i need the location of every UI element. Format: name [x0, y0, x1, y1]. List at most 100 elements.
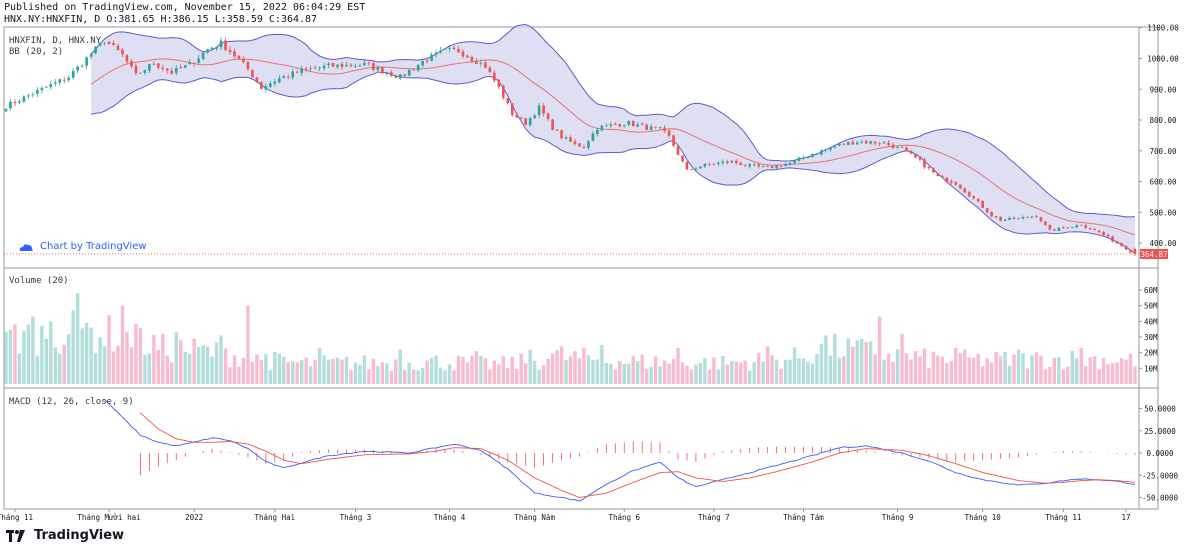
- candle-body: [89, 54, 93, 57]
- candle-body: [793, 160, 796, 164]
- candle-body: [466, 55, 469, 58]
- volume-bar: [900, 333, 904, 384]
- volume-bar: [600, 344, 604, 384]
- candle-body: [864, 141, 868, 144]
- candle-body: [246, 61, 250, 70]
- volume-bar: [93, 353, 98, 384]
- volume-bar: [976, 353, 980, 384]
- volume-bar: [308, 366, 313, 384]
- volume-bar: [582, 348, 586, 384]
- volume-bar: [972, 357, 976, 384]
- volume-bar: [712, 357, 716, 384]
- chart-by-tradingview-link[interactable]: Chart by TradingView: [18, 241, 147, 252]
- volume-bar: [470, 355, 474, 384]
- candle-body: [681, 155, 684, 162]
- candle-body: [62, 79, 66, 81]
- volume-bar: [183, 352, 187, 384]
- candle-body: [788, 162, 792, 165]
- volume-bar: [662, 360, 667, 384]
- candle-body: [295, 71, 299, 73]
- volume-bar: [985, 358, 989, 384]
- candle-body: [703, 163, 707, 167]
- volume-bar: [931, 351, 936, 384]
- volume-bar: [980, 366, 985, 384]
- volume-bar: [438, 367, 443, 384]
- volume-bar: [129, 347, 134, 384]
- volume-bar: [873, 354, 877, 384]
- macd-tick-label: -25.0000: [1142, 471, 1179, 480]
- volume-bar: [134, 323, 138, 384]
- candle-body: [98, 42, 102, 46]
- candle-body: [734, 160, 738, 164]
- volume-bar: [748, 370, 752, 384]
- bollinger-band-fill: [91, 24, 1135, 254]
- volume-bar: [828, 355, 833, 384]
- candle-body: [501, 85, 505, 98]
- price-tick-label: 400.00: [1149, 239, 1177, 248]
- volume-bar: [730, 360, 734, 384]
- volume-bar: [58, 353, 62, 384]
- candle-body: [49, 84, 53, 88]
- candle-body: [125, 55, 129, 62]
- volume-bar: [636, 361, 640, 384]
- volume-bar: [62, 344, 66, 384]
- volume-bar: [954, 347, 958, 384]
- volume-bar: [752, 362, 756, 384]
- volume-bar: [689, 369, 694, 384]
- candle-body: [873, 141, 877, 144]
- volume-bar: [568, 356, 573, 384]
- volume-bar: [958, 353, 962, 384]
- candle-body: [587, 141, 590, 148]
- volume-tick-label: 30M: [1144, 333, 1158, 342]
- candle-body: [107, 41, 111, 44]
- candle-body: [331, 62, 335, 67]
- volume-bar: [703, 358, 707, 384]
- candle-body: [224, 40, 227, 51]
- candle-body: [152, 63, 156, 65]
- candle-body: [304, 68, 308, 70]
- volume-bar: [299, 359, 304, 384]
- candle-body: [631, 120, 635, 127]
- candle-body: [914, 153, 917, 158]
- volume-bar: [398, 349, 402, 384]
- candle-body: [358, 65, 362, 67]
- volume-bar: [891, 361, 895, 384]
- candle-body: [1070, 227, 1074, 228]
- volume-bar: [268, 370, 273, 384]
- candle-body: [627, 121, 631, 125]
- candle-body: [286, 76, 290, 78]
- volume-bar: [613, 369, 618, 384]
- volume-bar: [653, 356, 658, 384]
- volume-bar: [367, 369, 371, 384]
- candle-body: [398, 74, 402, 79]
- last-price-label: 364.87: [1140, 250, 1167, 259]
- candle-body: [381, 67, 384, 74]
- candle-body: [614, 124, 617, 126]
- candle-body: [676, 145, 680, 155]
- volume-bar: [882, 359, 886, 384]
- candle-body: [367, 63, 371, 65]
- candle-body: [927, 166, 931, 169]
- volume-bar: [255, 354, 259, 384]
- volume-bar: [698, 362, 703, 384]
- candle-body: [950, 181, 953, 183]
- price-tick-label: 900.00: [1149, 85, 1177, 94]
- price-tick-label: 700.00: [1149, 147, 1177, 156]
- watermark-label: Chart by TradingView: [40, 241, 147, 252]
- candle-body: [470, 57, 474, 62]
- volume-bar: [201, 345, 205, 384]
- candle-body: [945, 177, 949, 182]
- volume-bar: [515, 368, 519, 384]
- candle-body: [103, 42, 106, 44]
- candle-body: [4, 108, 8, 112]
- volume-bar: [860, 338, 864, 384]
- volume-bar: [506, 367, 510, 384]
- candle-body: [779, 165, 783, 167]
- candle-body: [31, 94, 35, 96]
- candle-body: [1017, 218, 1020, 219]
- candle-body: [206, 49, 209, 53]
- volume-bar: [1052, 357, 1057, 384]
- candle-body: [582, 147, 586, 148]
- volume-bar: [1101, 358, 1106, 384]
- candle-body: [923, 159, 926, 168]
